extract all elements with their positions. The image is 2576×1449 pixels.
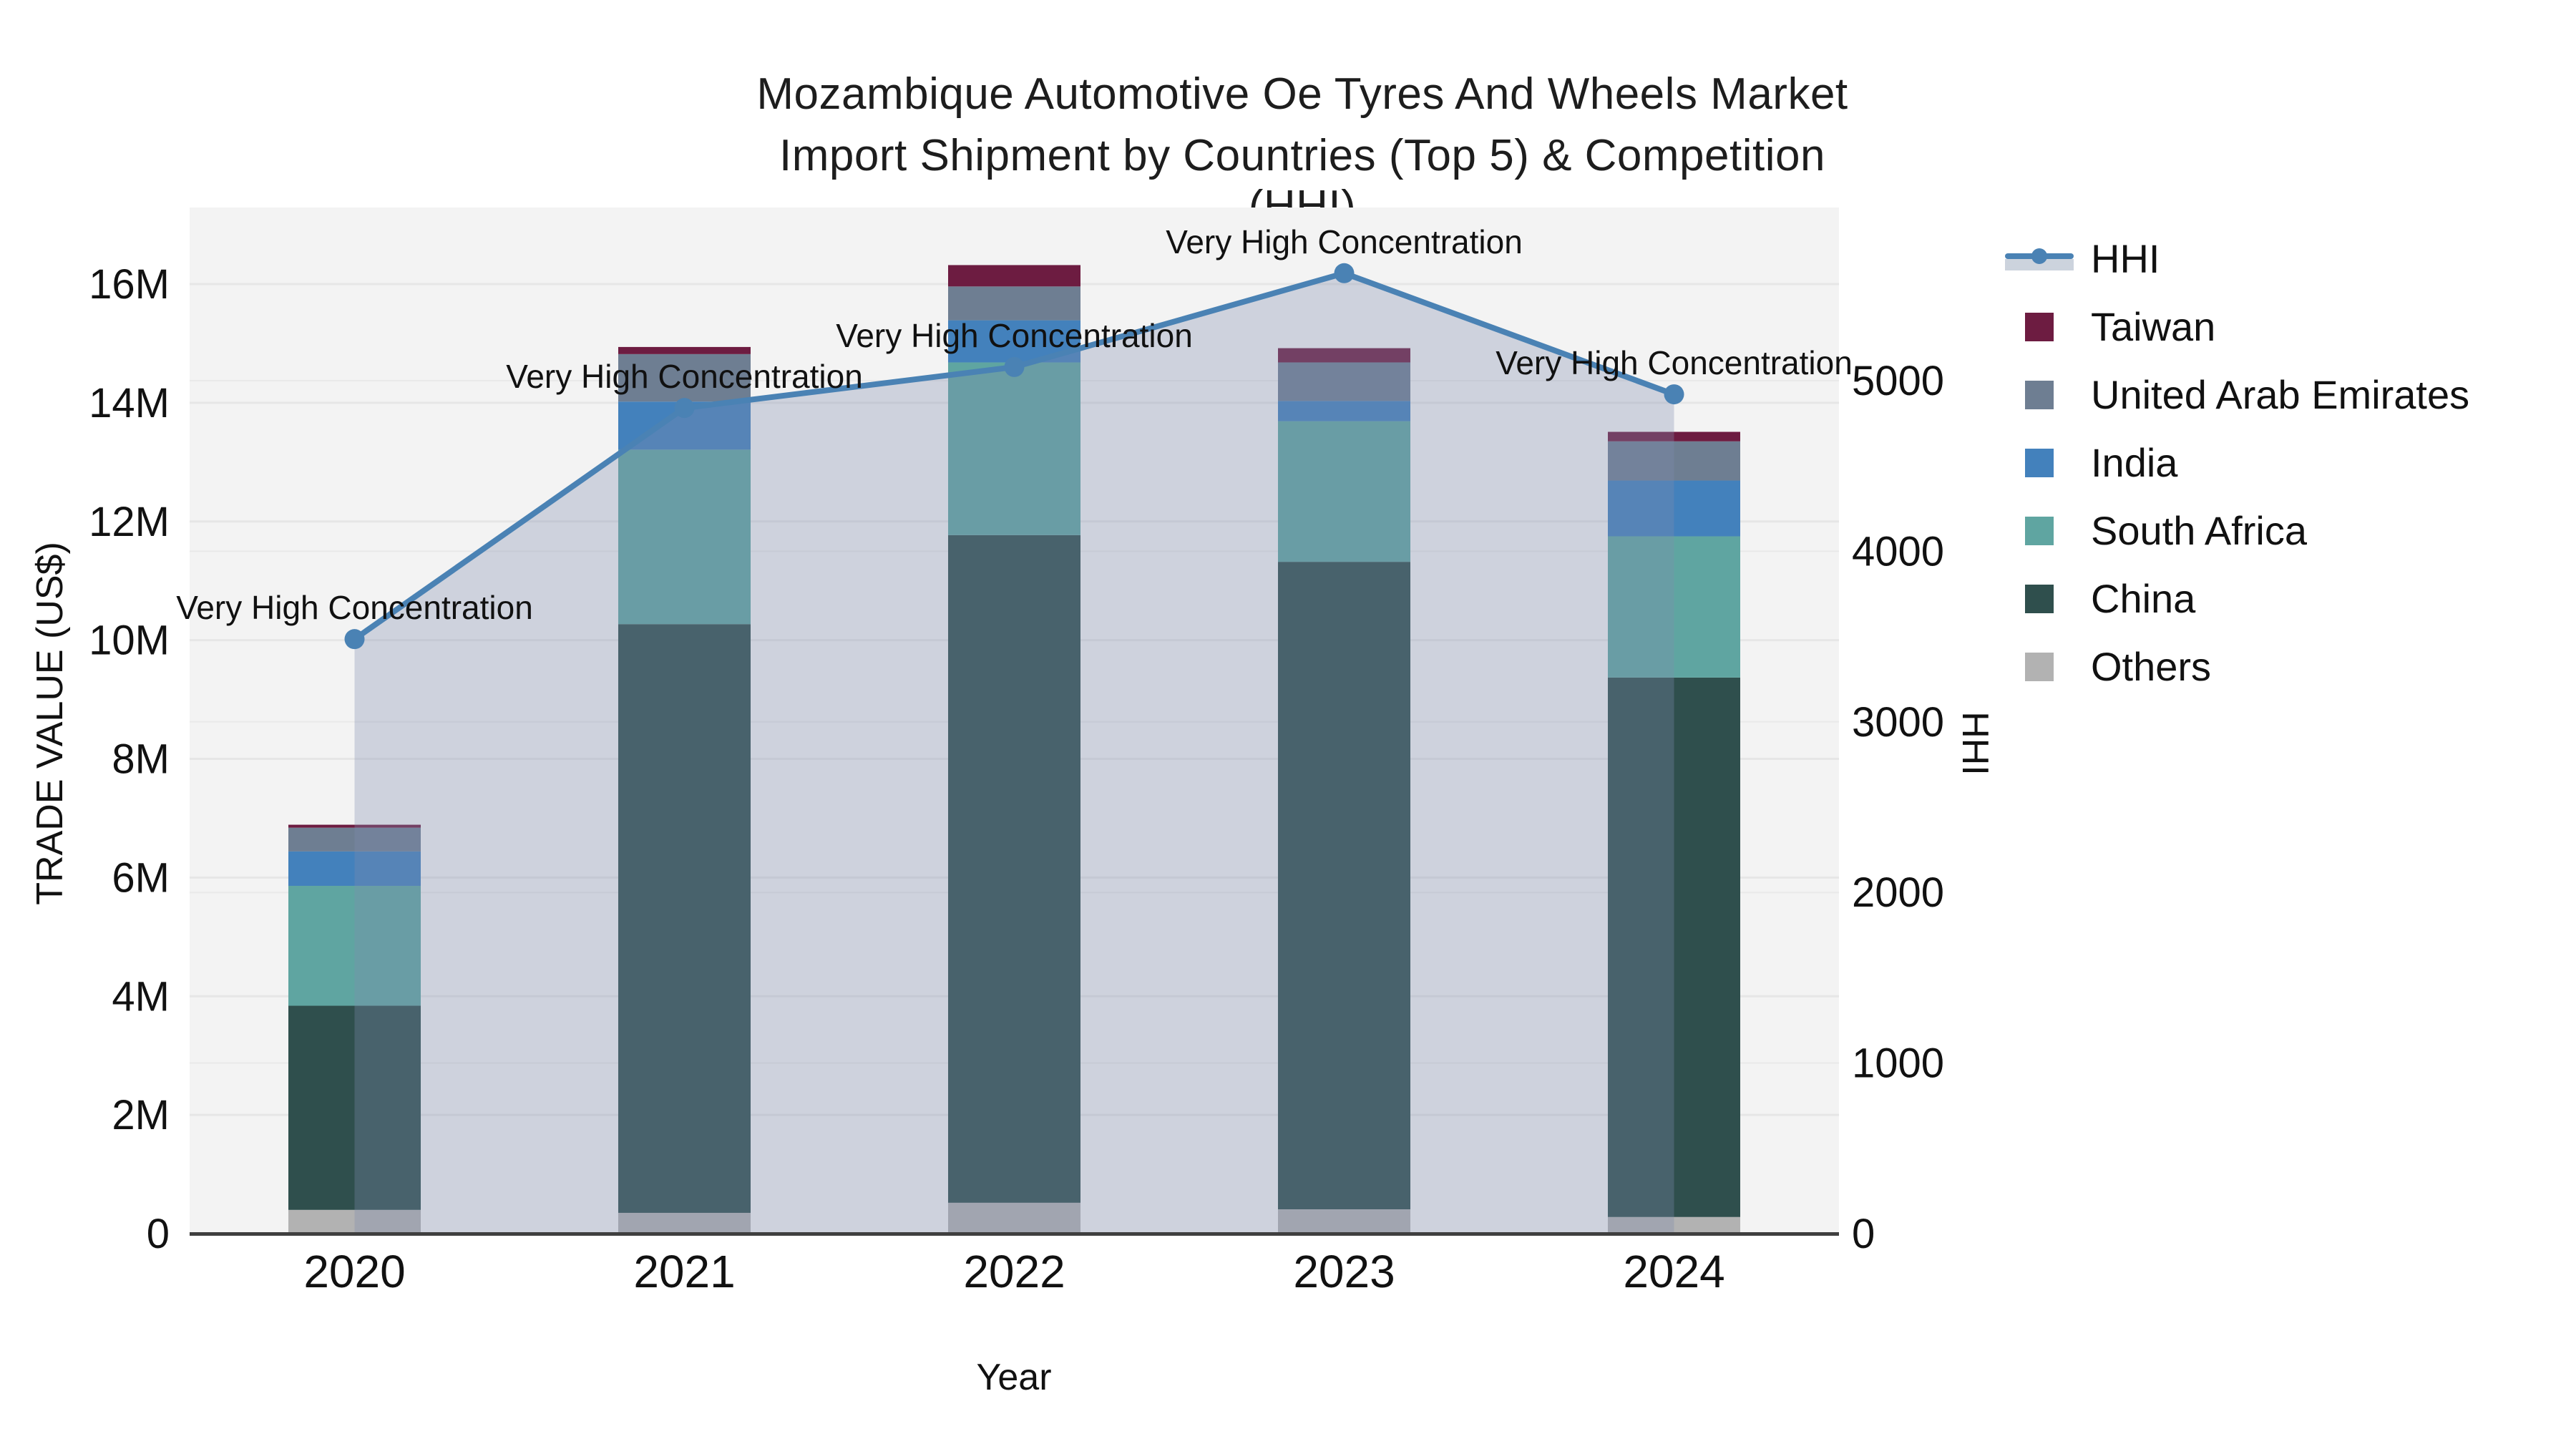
bar-segment-india-2020[interactable] — [288, 851, 421, 886]
annotation-2022: Very High Concentration — [836, 317, 1193, 354]
right-tick-3000: 3000 — [1852, 699, 1944, 746]
x-axis-title: Year — [976, 1357, 1052, 1398]
bar-segment-south-africa-2020[interactable] — [288, 885, 421, 1006]
x-tick-2020: 2020 — [303, 1246, 405, 1297]
hhi-marker-2024[interactable] — [1664, 384, 1684, 405]
others-swatch-icon — [2025, 652, 2054, 681]
bar-segment-south-africa-2021[interactable] — [618, 449, 751, 625]
taiwan-swatch-icon — [2025, 312, 2054, 341]
hhi-line-icon — [2005, 243, 2074, 275]
left-tick-10M: 10M — [89, 618, 170, 664]
china-swatch-icon — [2025, 584, 2054, 613]
x-tick-2023: 2023 — [1293, 1246, 1395, 1297]
right-tick-5000: 5000 — [1852, 358, 1944, 404]
right-tick-4000: 4000 — [1852, 528, 1944, 575]
left-axis-title: TRADE VALUE (US$) — [29, 542, 71, 905]
left-tick-6M: 6M — [112, 854, 170, 901]
bar-segment-taiwan-2023[interactable] — [1278, 348, 1410, 363]
bar-segment-taiwan-2020[interactable] — [288, 824, 421, 828]
chart-title-line1: Mozambique Automotive Oe Tyres And Wheel… — [756, 69, 1848, 119]
hhi-area-fill — [354, 273, 1674, 1234]
legend: HHI Taiwan United Arab Emirates India So… — [2004, 225, 2469, 701]
bar-segment-india-2024[interactable] — [1608, 480, 1740, 537]
bar-segment-others-2020[interactable] — [288, 1209, 421, 1234]
bar-segment-china-2022[interactable] — [948, 535, 1080, 1203]
bar-segment-south-africa-2024[interactable] — [1608, 536, 1740, 678]
legend-label: Others — [2091, 644, 2212, 689]
india-swatch-icon — [2025, 448, 2054, 477]
legend-item-china[interactable]: China — [2004, 565, 2469, 633]
legend-label: HHI — [2091, 236, 2160, 281]
bar-segment-india-2023[interactable] — [1278, 401, 1410, 421]
bar-segment-others-2023[interactable] — [1278, 1209, 1410, 1234]
right-tick-0: 0 — [1852, 1211, 1875, 1257]
bar-segment-china-2021[interactable] — [618, 624, 751, 1213]
bar-segment-united-arab-emirates-2023[interactable] — [1278, 362, 1410, 401]
uae-swatch-icon — [2025, 380, 2054, 409]
left-tick-14M: 14M — [89, 380, 170, 426]
legend-item-hhi[interactable]: HHI — [2004, 225, 2469, 293]
bar-segment-china-2023[interactable] — [1278, 562, 1410, 1209]
legend-label: Taiwan — [2091, 304, 2216, 349]
bar-segment-south-africa-2023[interactable] — [1278, 421, 1410, 562]
bar-segment-others-2024[interactable] — [1608, 1216, 1740, 1234]
legend-label: South Africa — [2091, 508, 2307, 553]
annotation-2021: Very High Concentration — [506, 358, 863, 395]
bar-segment-taiwan-2024[interactable] — [1608, 431, 1740, 441]
hhi-marker-2020[interactable] — [344, 629, 365, 650]
legend-item-india[interactable]: India — [2004, 429, 2469, 497]
x-tick-2021: 2021 — [633, 1246, 735, 1297]
hhi-marker-2022[interactable] — [1004, 356, 1025, 377]
legend-item-south-africa[interactable]: South Africa — [2004, 497, 2469, 565]
hhi-marker-2021[interactable] — [674, 398, 695, 419]
left-tick-8M: 8M — [112, 736, 170, 783]
right-tick-2000: 2000 — [1852, 869, 1944, 916]
x-tick-2024: 2024 — [1623, 1246, 1724, 1297]
x-axis-line — [190, 1232, 1839, 1236]
bar-segment-china-2020[interactable] — [288, 1005, 421, 1210]
legend-item-uae[interactable]: United Arab Emirates — [2004, 361, 2469, 429]
left-tick-16M: 16M — [89, 261, 170, 308]
bar-segment-taiwan-2022[interactable] — [948, 265, 1080, 287]
bar-segment-united-arab-emirates-2024[interactable] — [1608, 441, 1740, 481]
annotation-2023: Very High Concentration — [1166, 223, 1523, 260]
annotation-2024: Very High Concentration — [1496, 344, 1853, 381]
legend-label: United Arab Emirates — [2091, 372, 2470, 417]
bar-segment-united-arab-emirates-2020[interactable] — [288, 827, 421, 852]
bar-segment-others-2022[interactable] — [948, 1202, 1080, 1234]
legend-label: China — [2091, 576, 2196, 621]
left-tick-12M: 12M — [89, 499, 170, 545]
annotation-2020: Very High Concentration — [176, 589, 533, 626]
bar-segment-taiwan-2021[interactable] — [618, 346, 751, 354]
south-africa-swatch-icon — [2025, 516, 2054, 545]
bar-segment-united-arab-emirates-2022[interactable] — [948, 286, 1080, 321]
right-tick-1000: 1000 — [1852, 1040, 1944, 1087]
hhi-marker-2023[interactable] — [1334, 263, 1355, 283]
chart-title-line2: Import Shipment by Countries (Top 5) & C… — [779, 131, 1825, 231]
bar-segment-others-2021[interactable] — [618, 1212, 751, 1234]
bar-segment-china-2024[interactable] — [1608, 677, 1740, 1217]
bar-segment-south-africa-2022[interactable] — [948, 362, 1080, 535]
left-tick-2M: 2M — [112, 1092, 170, 1138]
right-axis-title: HHI — [1954, 711, 1996, 776]
legend-item-taiwan[interactable]: Taiwan — [2004, 293, 2469, 361]
bar-segment-united-arab-emirates-2021[interactable] — [618, 353, 751, 402]
left-tick-4M: 4M — [112, 973, 170, 1020]
legend-label: India — [2091, 440, 2178, 485]
x-tick-2022: 2022 — [963, 1246, 1065, 1297]
left-tick-0: 0 — [147, 1211, 170, 1257]
legend-item-others[interactable]: Others — [2004, 633, 2469, 701]
